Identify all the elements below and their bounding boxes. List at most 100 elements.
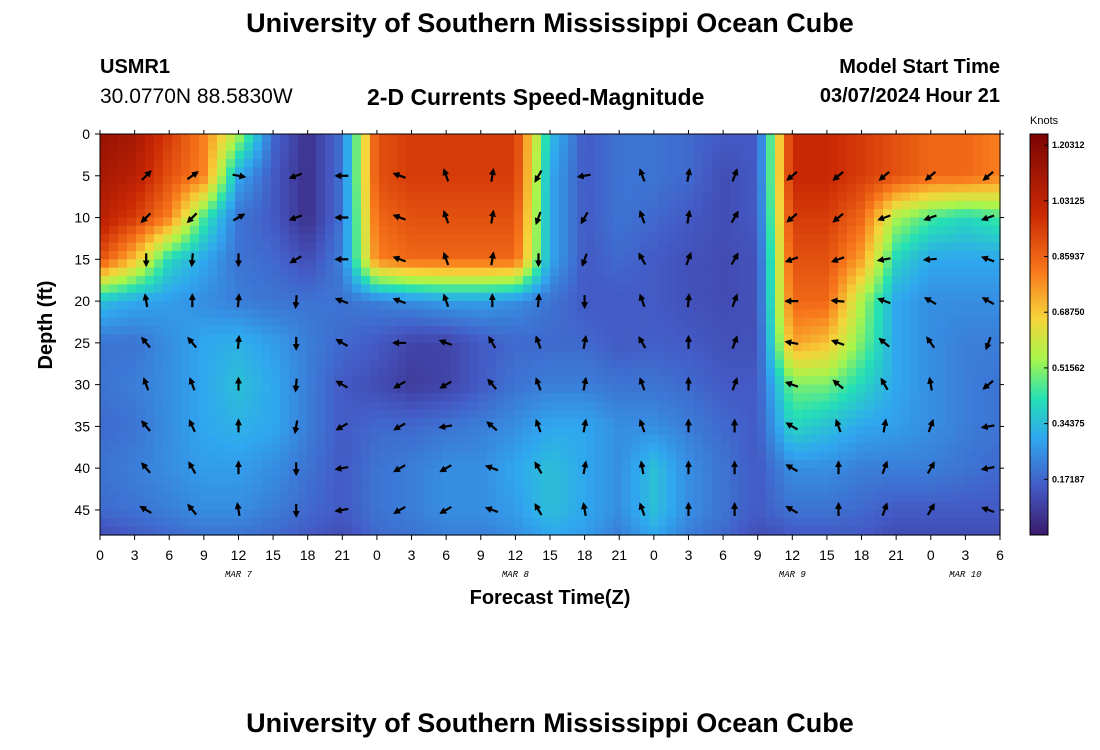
heatmap-cell — [892, 451, 902, 461]
heatmap-cell — [964, 367, 974, 377]
current-vector-arrow — [581, 460, 589, 475]
heatmap-cell — [379, 234, 389, 244]
heatmap-cell — [460, 242, 470, 252]
heatmap-cell — [541, 175, 551, 185]
heatmap-cell — [730, 476, 740, 486]
heatmap-cell — [136, 468, 146, 478]
heatmap-cell — [199, 392, 209, 402]
heatmap-cell — [289, 326, 299, 336]
heatmap-cell — [460, 418, 470, 427]
heatmap-cell — [586, 209, 596, 219]
heatmap-cell — [919, 484, 929, 494]
heatmap-cell — [352, 150, 362, 160]
heatmap-cell — [352, 209, 362, 219]
heatmap-cell — [820, 192, 830, 202]
heatmap-cell — [784, 225, 794, 235]
heatmap-cell — [415, 267, 425, 277]
heatmap-cell — [937, 526, 947, 536]
heatmap-cell — [100, 292, 110, 302]
current-vector-arrow — [535, 293, 543, 308]
heatmap-cell — [505, 159, 515, 169]
heatmap-cell — [532, 200, 542, 210]
heatmap-cell — [964, 418, 974, 427]
heatmap-cell — [883, 409, 893, 419]
heatmap-cell — [892, 518, 902, 528]
heatmap-cell — [721, 301, 731, 311]
heatmap-cell — [694, 392, 704, 402]
current-vector-arrow — [685, 251, 693, 266]
heatmap-cell — [271, 250, 281, 260]
heatmap-cell — [757, 309, 767, 319]
heatmap-cell — [487, 426, 497, 436]
heatmap-cell — [523, 468, 533, 478]
heatmap-cell — [973, 242, 983, 252]
heatmap-cell — [964, 134, 974, 143]
heatmap-cell — [865, 159, 875, 169]
heatmap-cell — [640, 234, 650, 244]
heatmap-cell — [721, 225, 731, 235]
heatmap-cell — [910, 326, 920, 336]
heatmap-cell — [208, 476, 218, 486]
heatmap-cell — [595, 284, 605, 294]
heatmap-cell — [208, 359, 218, 369]
heatmap-cell — [253, 301, 263, 311]
heatmap-cell — [964, 493, 974, 503]
heatmap-cell — [127, 217, 137, 227]
heatmap-cell — [973, 234, 983, 244]
heatmap-cell — [946, 493, 956, 503]
heatmap-cell — [802, 142, 812, 152]
heatmap-cell — [298, 250, 308, 260]
heatmap-cell — [955, 418, 965, 427]
heatmap-cell — [370, 392, 380, 402]
heatmap-cell — [199, 476, 209, 486]
heatmap-cell — [127, 351, 137, 361]
heatmap-cell — [955, 443, 965, 453]
heatmap-cell — [100, 301, 110, 311]
heatmap-cell — [100, 426, 110, 436]
heatmap-cell — [910, 184, 920, 194]
heatmap-cell — [829, 159, 839, 169]
heatmap-cell — [541, 342, 551, 352]
heatmap-cell — [604, 134, 614, 143]
heatmap-cell — [901, 392, 911, 402]
heatmap-cell — [118, 434, 128, 444]
heatmap-cell — [820, 242, 830, 252]
heatmap-cell — [766, 242, 776, 252]
heatmap-cell — [478, 134, 488, 143]
heatmap-cell — [604, 476, 614, 486]
heatmap-cell — [766, 434, 776, 444]
heatmap-cell — [982, 326, 992, 336]
heatmap-cell — [514, 326, 524, 336]
heatmap-cell — [136, 209, 146, 219]
heatmap-cell — [307, 276, 317, 285]
heatmap-cell — [478, 167, 488, 177]
heatmap-cell — [523, 250, 533, 260]
heatmap-cell — [793, 142, 803, 152]
heatmap-cell — [946, 326, 956, 336]
heatmap-cell — [847, 526, 857, 536]
heatmap-cell — [442, 225, 452, 235]
current-vector-arrow — [877, 214, 891, 222]
heatmap-cell — [118, 501, 128, 511]
current-vector-arrow — [442, 293, 450, 308]
heatmap-cell — [739, 217, 749, 227]
heatmap-cell — [775, 526, 785, 536]
heatmap-cell — [523, 234, 533, 244]
heatmap-cell — [226, 493, 236, 503]
heatmap-cell — [109, 409, 119, 419]
heatmap-cell — [856, 242, 866, 252]
heatmap-cell — [172, 392, 182, 402]
heatmap-cell — [244, 309, 254, 319]
heatmap-cell — [856, 192, 866, 202]
heatmap-cell — [199, 134, 209, 143]
heatmap-cell — [712, 409, 722, 419]
heatmap-cell — [550, 259, 560, 269]
heatmap-cell — [901, 267, 911, 277]
heatmap-cell — [469, 476, 479, 486]
heatmap-cell — [163, 526, 173, 536]
heatmap-cell — [136, 392, 146, 402]
heatmap-cell — [217, 301, 227, 311]
heatmap-cell — [613, 509, 623, 519]
heatmap-cell — [334, 459, 344, 469]
heatmap-cell — [478, 493, 488, 503]
